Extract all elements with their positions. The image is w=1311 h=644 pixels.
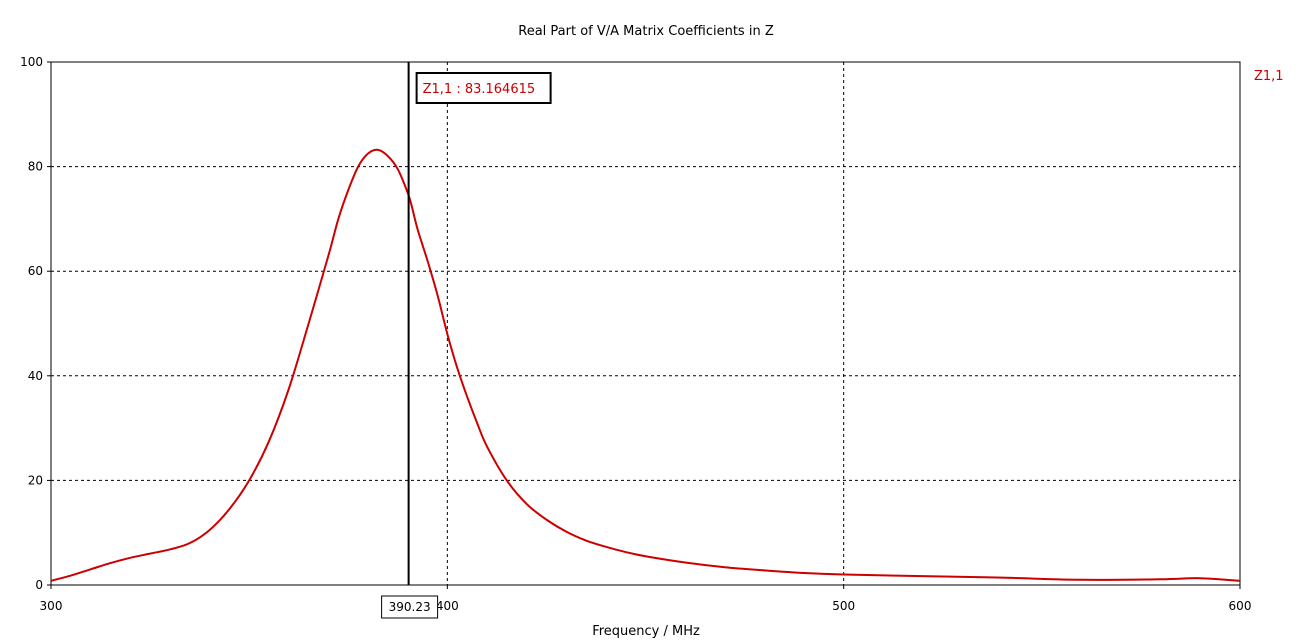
legend-entry[interactable]: Z1,1 xyxy=(1254,69,1284,84)
x-tick-label: 500 xyxy=(832,599,855,613)
y-tick-label: 0 xyxy=(35,578,43,592)
marker-x-readout-box xyxy=(381,595,439,619)
chart-title: Real Part of V/A Matrix Coefficients in … xyxy=(518,24,774,39)
y-tick-label: 40 xyxy=(28,369,43,383)
x-tick-label: 300 xyxy=(40,599,63,613)
y-tick-label: 100 xyxy=(20,55,43,69)
x-tick-label: 400 xyxy=(436,599,459,613)
tick-labels: 0 20 40 60 80 100 300 400 500 600 xyxy=(20,55,1251,613)
y-tick-label: 20 xyxy=(28,473,43,487)
series-line-z1-1 xyxy=(50,148,1241,582)
plot-frame xyxy=(50,61,1241,586)
marker-x-readout: 390.23 xyxy=(389,600,431,614)
marker-tooltip-box xyxy=(415,72,552,104)
series-layer xyxy=(50,148,1241,582)
x-axis-label: Frequency / MHz xyxy=(592,624,700,639)
y-tick-label: 80 xyxy=(28,160,43,174)
grid-layer xyxy=(51,62,1240,585)
x-tick-label: 600 xyxy=(1229,599,1252,613)
axes-layer xyxy=(50,61,1241,586)
marker-layer[interactable]: Z1,1 : 83.164615 390.23 xyxy=(381,62,552,619)
y-tick-label: 60 xyxy=(28,264,43,278)
marker-tooltip-label: Z1,1 : 83.164615 xyxy=(423,82,536,97)
